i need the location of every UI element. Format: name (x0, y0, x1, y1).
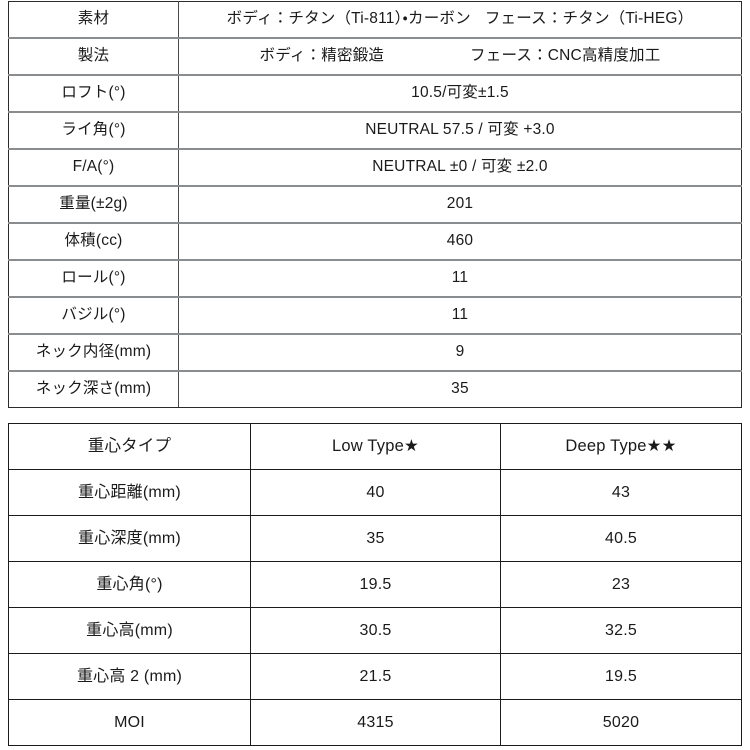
spec-value-cell: NEUTRAL 57.5 / 可変 +3.0 (178, 111, 742, 150)
spec-value-cell: ボディ：チタン（Ti-811）・カーボン フェース：チタン（Ti-HEG） (178, 1, 742, 39)
cog-deep-value-cell: 5020 (500, 699, 742, 746)
table-row: 製法 ボディ：精密鍛造 フェース：CNC高精度加工 (8, 37, 742, 76)
cog-label-cell: 重心高(mm) (8, 607, 251, 654)
spec-value-cell: ボディ：精密鍛造 フェース：CNC高精度加工 (178, 37, 742, 76)
spec-value-cell: 11 (178, 296, 742, 335)
cog-low-value-cell: 19.5 (250, 561, 501, 608)
cog-low-value-cell: 21.5 (250, 653, 501, 700)
cog-low-value-cell: 40 (250, 469, 501, 516)
spec-label-cell: 素材 (8, 1, 179, 39)
spec-value-pair: ボディ：精密鍛造 フェース：CNC高精度加工 (183, 47, 737, 66)
spec-value-pair: ボディ：チタン（Ti-811）・カーボン フェース：チタン（Ti-HEG） (183, 10, 737, 29)
spec-label-cell: 製法 (8, 37, 179, 76)
table-row: 重心距離(mm) 40 43 (8, 469, 742, 516)
cog-header-cell: Deep Type★★ (500, 423, 742, 470)
table-row: 重心高 2 (mm) 21.5 19.5 (8, 653, 742, 700)
cog-label-cell: 重心角(°) (8, 561, 251, 608)
spec-label-cell: ロフト(°) (8, 74, 179, 113)
spec-label-cell: ネック深さ(mm) (8, 370, 179, 408)
spec-value-face: フェース：CNC高精度加工 (470, 47, 661, 65)
table-row: 素材 ボディ：チタン（Ti-811）・カーボン フェース：チタン（Ti-HEG） (8, 1, 742, 39)
spec-value-cell: 35 (178, 370, 742, 408)
cog-deep-value-cell: 19.5 (500, 653, 742, 700)
cog-deep-value-cell: 32.5 (500, 607, 742, 654)
spec-label-cell: F/A(°) (8, 148, 179, 187)
spec-value-body: ボディ：チタン（Ti-811）・カーボン (226, 10, 471, 28)
spec-value-cell: 460 (178, 222, 742, 261)
spec-value-cell: 201 (178, 185, 742, 224)
table-row: ライ角(°) NEUTRAL 57.5 / 可変 +3.0 (8, 111, 742, 150)
table-header-row: 重心タイプ Low Type★ Deep Type★★ (8, 423, 742, 470)
spec-value-cell: 11 (178, 259, 742, 298)
spec-value-cell: 10.5/可変±1.5 (178, 74, 742, 113)
cog-deep-value-cell: 40.5 (500, 515, 742, 562)
table-row: 重心高(mm) 30.5 32.5 (8, 607, 742, 654)
spec-value-cell: 9 (178, 333, 742, 372)
spec-label-cell: ネック内径(mm) (8, 333, 179, 372)
table-row: F/A(°) NEUTRAL ±0 / 可変 ±2.0 (8, 148, 742, 187)
table-row: 重量(±2g) 201 (8, 185, 742, 224)
table-row: MOI 4315 5020 (8, 699, 742, 746)
cog-low-value-cell: 4315 (250, 699, 501, 746)
cog-label-cell: 重心深度(mm) (8, 515, 251, 562)
driver-specification-table: 素材 ボディ：チタン（Ti-811）・カーボン フェース：チタン（Ti-HEG） 製法… (8, 1, 742, 408)
table-row: 重心深度(mm) 35 40.5 (8, 515, 742, 562)
cog-deep-value-cell: 23 (500, 561, 742, 608)
cog-header-cell: 重心タイプ (8, 423, 251, 470)
table-row: バジル(°) 11 (8, 296, 742, 335)
spec-value-body: ボディ：精密鍛造 (259, 47, 385, 65)
cog-header-cell: Low Type★ (250, 423, 501, 470)
spec-label-cell: ロール(°) (8, 259, 179, 298)
spec-label-cell: ライ角(°) (8, 111, 179, 150)
center-of-gravity-table: 重心タイプ Low Type★ Deep Type★★ 重心距離(mm) 40 43 重心深… (8, 423, 742, 746)
cog-deep-value-cell: 43 (500, 469, 742, 516)
table-row: ロール(°) 11 (8, 259, 742, 298)
spec-label-cell: 体積(cc) (8, 222, 179, 261)
spec-label-cell: 重量(±2g) (8, 185, 179, 224)
cog-label-cell: MOI (8, 699, 251, 746)
spec-value-cell: NEUTRAL ±0 / 可変 ±2.0 (178, 148, 742, 187)
cog-low-value-cell: 35 (250, 515, 501, 562)
table-row: ネック深さ(mm) 35 (8, 370, 742, 408)
spec-value-face: フェース：チタン（Ti-HEG） (484, 10, 694, 28)
cog-low-value-cell: 30.5 (250, 607, 501, 654)
table-row: 重心角(°) 19.5 23 (8, 561, 742, 608)
cog-label-cell: 重心距離(mm) (8, 469, 251, 516)
cog-label-cell: 重心高 2 (mm) (8, 653, 251, 700)
spec-label-cell: バジル(°) (8, 296, 179, 335)
table-row: ロフト(°) 10.5/可変±1.5 (8, 74, 742, 113)
table-row: ネック内径(mm) 9 (8, 333, 742, 372)
table-row: 体積(cc) 460 (8, 222, 742, 261)
